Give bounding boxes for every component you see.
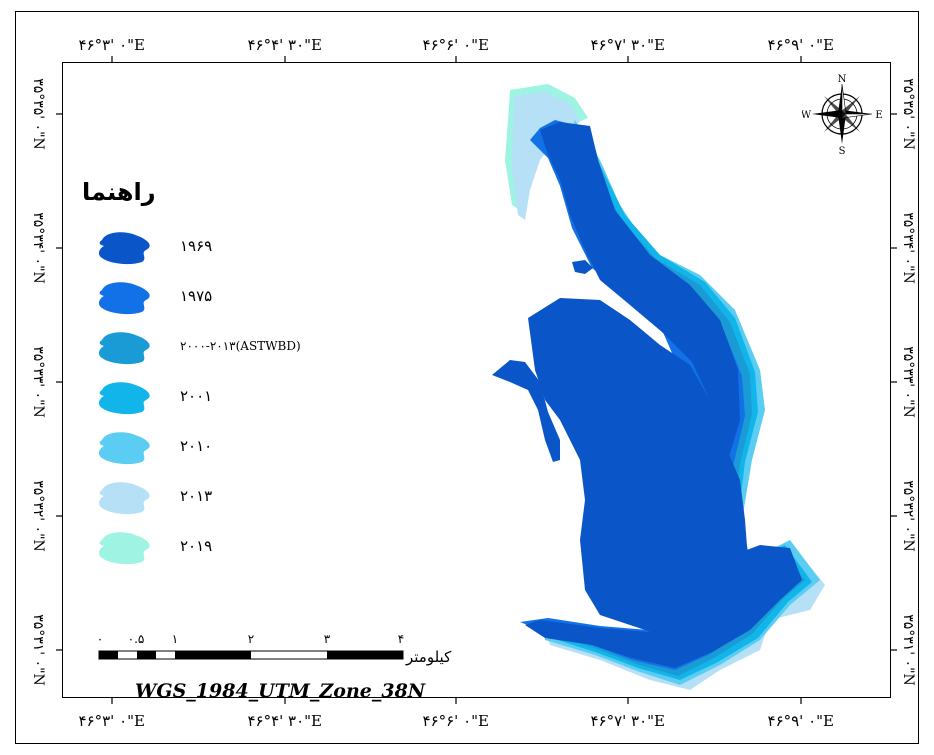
legend-label: ۲۰۰۰-۲۰۱۳(ASTWBD)	[180, 339, 301, 353]
bottom-tick-label: ۴۶°۴' ۳۰"E	[247, 712, 323, 730]
legend-swatch	[98, 482, 150, 515]
bottom-tick-label: ۴۶°۷' ۳۰"E	[590, 712, 666, 730]
compass-n: N	[838, 74, 847, 85]
shoreline-1969-south-arm	[525, 545, 802, 668]
scale-unit: کیلومتر	[406, 648, 452, 666]
scale-num: ۳	[323, 632, 331, 646]
projection-label: WGS_1984_UTM_Zone_38N	[135, 680, 426, 702]
legend-item: ۲۰۱۹	[96, 528, 376, 568]
compass-s: S	[839, 146, 846, 154]
bottom-tick-label: ۴۶°۹' ۰"E	[767, 712, 835, 730]
legend-item: ۱۹۶۹	[96, 228, 376, 268]
top-tick-label: ۴۶°۳' ۰"E	[78, 36, 146, 54]
legend-label: ۲۰۱۹	[180, 537, 213, 555]
legend-label: ۲۰۱۰	[180, 437, 213, 455]
compass-w: W	[802, 110, 812, 121]
scale-num: ۴	[397, 632, 405, 646]
outer-frame	[15, 11, 919, 744]
top-tick-label: ۴۶°۶' ۰"E	[422, 36, 490, 54]
bottom-tick-label: ۴۶°۶' ۰"E	[422, 712, 490, 730]
legend-label: ۱۹۶۹	[180, 237, 213, 255]
legend-swatch	[98, 232, 150, 265]
legend-swatch	[98, 332, 150, 365]
scale-num: ۲	[247, 632, 255, 646]
legend-label: ۲۰۱۳	[180, 487, 213, 505]
legend-swatch	[98, 432, 150, 465]
top-tick-label: ۴۶°۴' ۳۰"E	[247, 36, 323, 54]
compass-rose-icon: N S E W	[802, 74, 882, 154]
shoreline-1969	[528, 298, 748, 635]
top-tick-label: ۴۶°۹' ۰"E	[767, 36, 835, 54]
legend-label: ۱۹۷۵	[180, 287, 213, 305]
shoreline-1969-north-arm	[540, 122, 740, 460]
legend-item: ۲۰۰۰-۲۰۱۳(ASTWBD)	[96, 328, 376, 368]
bottom-tick-label: ۴۶°۳' ۰"E	[78, 712, 146, 730]
top-tick-label: ۴۶°۷' ۳۰"E	[590, 36, 666, 54]
scale-num: ۰	[96, 632, 104, 646]
legend-label: ۲۰۰۱	[180, 387, 213, 405]
legend-swatch	[98, 382, 150, 415]
legend-swatch	[98, 532, 150, 565]
legend-item: ۱۹۷۵	[96, 278, 376, 318]
shoreline-1969-west-spit	[492, 360, 560, 462]
legend-swatch	[98, 282, 150, 315]
scale-num: ۱	[171, 632, 179, 646]
legend-item: ۲۰۱۰	[96, 428, 376, 468]
legend-title: راهنما	[82, 178, 156, 206]
legend-item: ۲۰۱۳	[96, 478, 376, 518]
shoreline-1969-island	[572, 260, 593, 274]
scale-num: ۰.۵	[127, 632, 145, 646]
legend-item: ۲۰۰۱	[96, 378, 376, 418]
scale-bar: ۰ ۰.۵ ۱ ۲ ۳ ۴ کیلومتر	[96, 632, 508, 672]
scale-bar-graphic	[98, 650, 404, 660]
compass-e: E	[875, 110, 882, 121]
